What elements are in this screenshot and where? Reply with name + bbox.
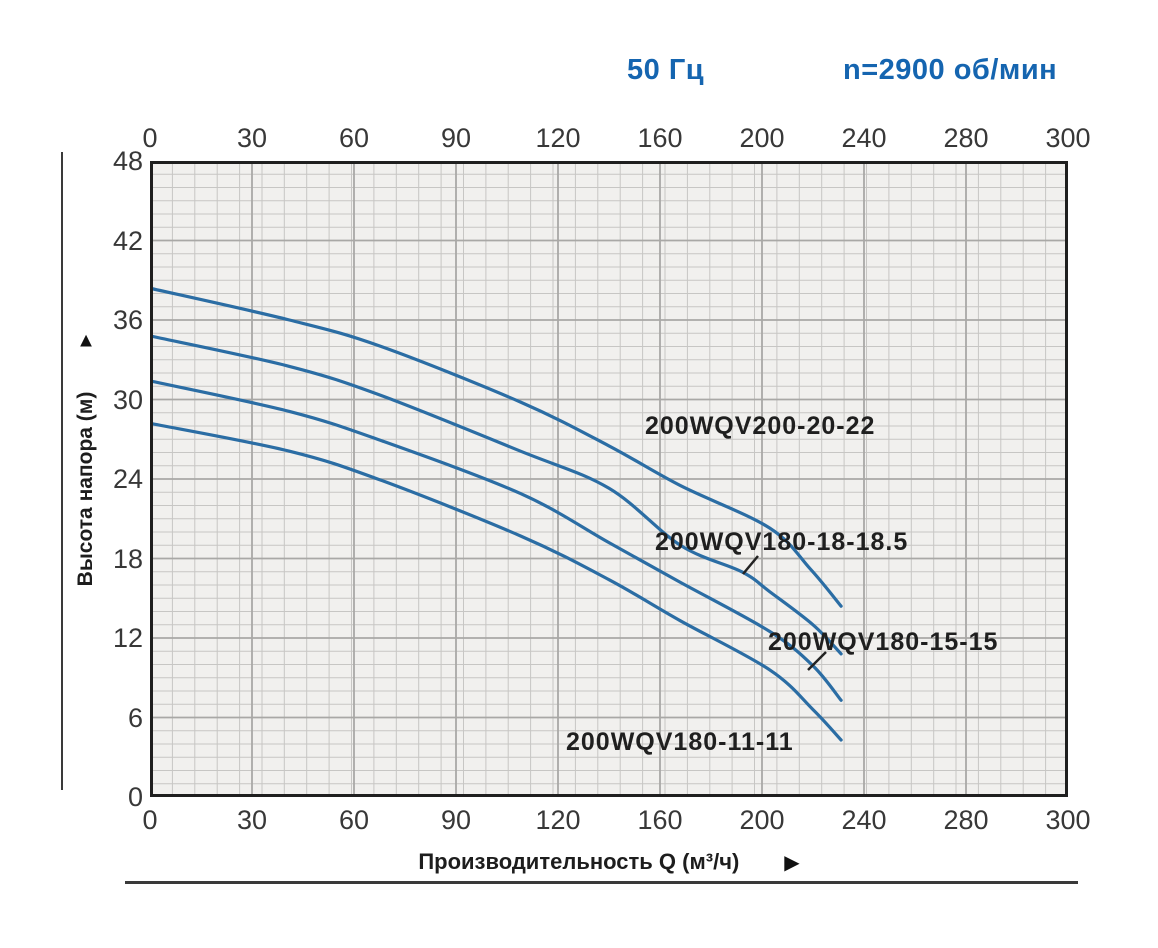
x-tick-label: 0 bbox=[142, 805, 158, 835]
x-tick-label: 200 bbox=[739, 123, 785, 153]
x-tick-label: 60 bbox=[338, 123, 370, 153]
x-tick-label: 280 bbox=[943, 805, 989, 835]
y-tick-label: 42 bbox=[112, 225, 143, 256]
y-tick-label: 24 bbox=[112, 464, 143, 494]
speed-label: n=2900 об/мин bbox=[843, 54, 1058, 86]
x-tick-label: 280 bbox=[943, 123, 989, 153]
y-tick-label: 48 bbox=[112, 146, 143, 176]
y-axis-ticks: 48 42 36 30 24 18 12 6 0 bbox=[88, 147, 143, 811]
x-tick-label: 300 bbox=[1045, 123, 1091, 153]
y-tick-label: 0 bbox=[127, 782, 143, 812]
leader-line-18-18.5 bbox=[742, 555, 759, 575]
y-tick-label: 36 bbox=[112, 305, 143, 335]
x-tick-label: 240 bbox=[841, 123, 887, 153]
x-tick-label: 120 bbox=[535, 123, 581, 153]
x-tick-label: 90 bbox=[440, 123, 472, 153]
left-rule bbox=[61, 152, 63, 790]
plot-frame bbox=[150, 161, 1068, 797]
x-tick-label: 30 bbox=[236, 805, 268, 835]
leader-line-15-15 bbox=[807, 651, 827, 671]
y-axis-direction-icon: ▲ bbox=[76, 329, 96, 352]
curve-200WQV200-20-22 bbox=[150, 286, 843, 608]
x-axis-direction-icon: ▶ bbox=[784, 851, 800, 874]
x-tick-label: 160 bbox=[637, 123, 683, 153]
x-tick-label: 160 bbox=[637, 805, 683, 835]
x-tick-label: 30 bbox=[236, 123, 268, 153]
bottom-rule bbox=[125, 881, 1078, 884]
x-tick-label: 300 bbox=[1045, 805, 1091, 835]
y-tick-label: 12 bbox=[112, 623, 143, 653]
x-axis-title: Производительность Q (м³/ч) bbox=[418, 849, 740, 874]
x-tick-label: 0 bbox=[142, 123, 158, 153]
x-axis-top-ticks: 0 30 60 90 120 160 200 240 280 300 bbox=[142, 123, 1090, 153]
curve-200WQV180-11-11 bbox=[150, 421, 843, 742]
curve-label-200WQV180-18-18.5: 200WQV180-18-18.5 bbox=[655, 528, 909, 556]
x-tick-label: 90 bbox=[440, 805, 472, 835]
pump-curve-chart bbox=[150, 161, 1068, 797]
curve-200WQV180-15-15 bbox=[150, 379, 843, 702]
frequency-label: 50 Гц bbox=[627, 54, 705, 86]
y-tick-label: 18 bbox=[112, 543, 143, 574]
y-tick-label: 30 bbox=[112, 384, 143, 415]
y-tick-label: 6 bbox=[127, 702, 143, 733]
x-tick-label: 200 bbox=[739, 805, 785, 835]
curve-label-200WQV200-20-22: 200WQV200-20-22 bbox=[645, 412, 876, 440]
curve-label-200WQV180-11-11: 200WQV180-11-11 bbox=[566, 728, 794, 756]
x-tick-label: 240 bbox=[841, 805, 887, 835]
curve-200WQV180-18-18.5 bbox=[150, 334, 843, 656]
x-tick-label: 60 bbox=[338, 805, 370, 835]
curve-label-200WQV180-15-15: 200WQV180-15-15 bbox=[768, 628, 999, 656]
x-tick-label: 120 bbox=[535, 805, 581, 835]
x-axis-bottom-ticks: 0 30 60 90 120 160 200 240 280 300 bbox=[142, 805, 1090, 835]
